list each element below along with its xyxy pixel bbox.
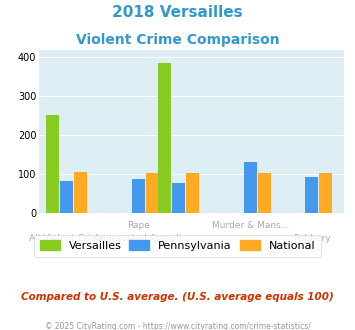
Bar (158, 63, 171, 213)
Bar (172, 182, 185, 213)
Bar (319, 173, 332, 213)
Text: Violent Crime Comparison: Violent Crime Comparison (76, 33, 279, 47)
Text: Compared to U.S. average. (U.S. average equals 100): Compared to U.S. average. (U.S. average … (21, 292, 334, 302)
Bar (132, 180, 145, 213)
Bar (146, 173, 159, 213)
Text: © 2025 CityRating.com - https://www.cityrating.com/crime-statistics/: © 2025 CityRating.com - https://www.city… (45, 322, 310, 330)
Text: Aggravated Assault: Aggravated Assault (94, 234, 183, 243)
Text: Murder & Mans...: Murder & Mans... (212, 221, 289, 230)
Bar (60, 181, 73, 213)
Bar (305, 178, 318, 213)
Legend: Versailles, Pennsylvania, National: Versailles, Pennsylvania, National (34, 235, 321, 257)
Bar (74, 172, 87, 213)
Text: Robbery: Robbery (293, 234, 331, 243)
Text: All Violent Crime: All Violent Crime (29, 234, 104, 243)
Bar (258, 173, 271, 213)
Bar (186, 173, 198, 213)
Text: 2018 Versailles: 2018 Versailles (112, 5, 243, 20)
Text: Rape: Rape (127, 221, 150, 230)
Bar (244, 162, 257, 213)
Bar (46, 115, 59, 213)
